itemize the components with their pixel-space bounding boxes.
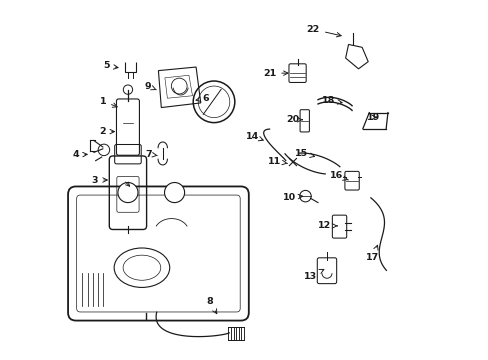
Text: 6: 6	[196, 94, 209, 103]
Text: 5: 5	[103, 62, 118, 71]
Text: 10: 10	[282, 193, 302, 202]
Text: 8: 8	[206, 297, 216, 314]
Text: 13: 13	[304, 269, 323, 280]
Text: 20: 20	[286, 115, 302, 124]
Text: 15: 15	[295, 149, 314, 158]
Text: 12: 12	[318, 221, 336, 230]
Text: 1: 1	[100, 96, 117, 107]
Text: 22: 22	[306, 25, 341, 37]
Circle shape	[118, 183, 138, 203]
Text: 19: 19	[366, 113, 380, 122]
Text: 16: 16	[329, 171, 347, 180]
Text: 4: 4	[73, 150, 87, 159]
Text: 11: 11	[268, 157, 286, 166]
Text: 21: 21	[263, 69, 287, 78]
Text: 14: 14	[245, 132, 263, 141]
Text: 7: 7	[145, 150, 157, 159]
Circle shape	[164, 183, 184, 203]
Text: 3: 3	[92, 176, 107, 185]
Text: 9: 9	[144, 82, 156, 91]
Text: 18: 18	[321, 96, 342, 105]
Text: 2: 2	[100, 127, 114, 136]
Text: 17: 17	[366, 245, 379, 262]
